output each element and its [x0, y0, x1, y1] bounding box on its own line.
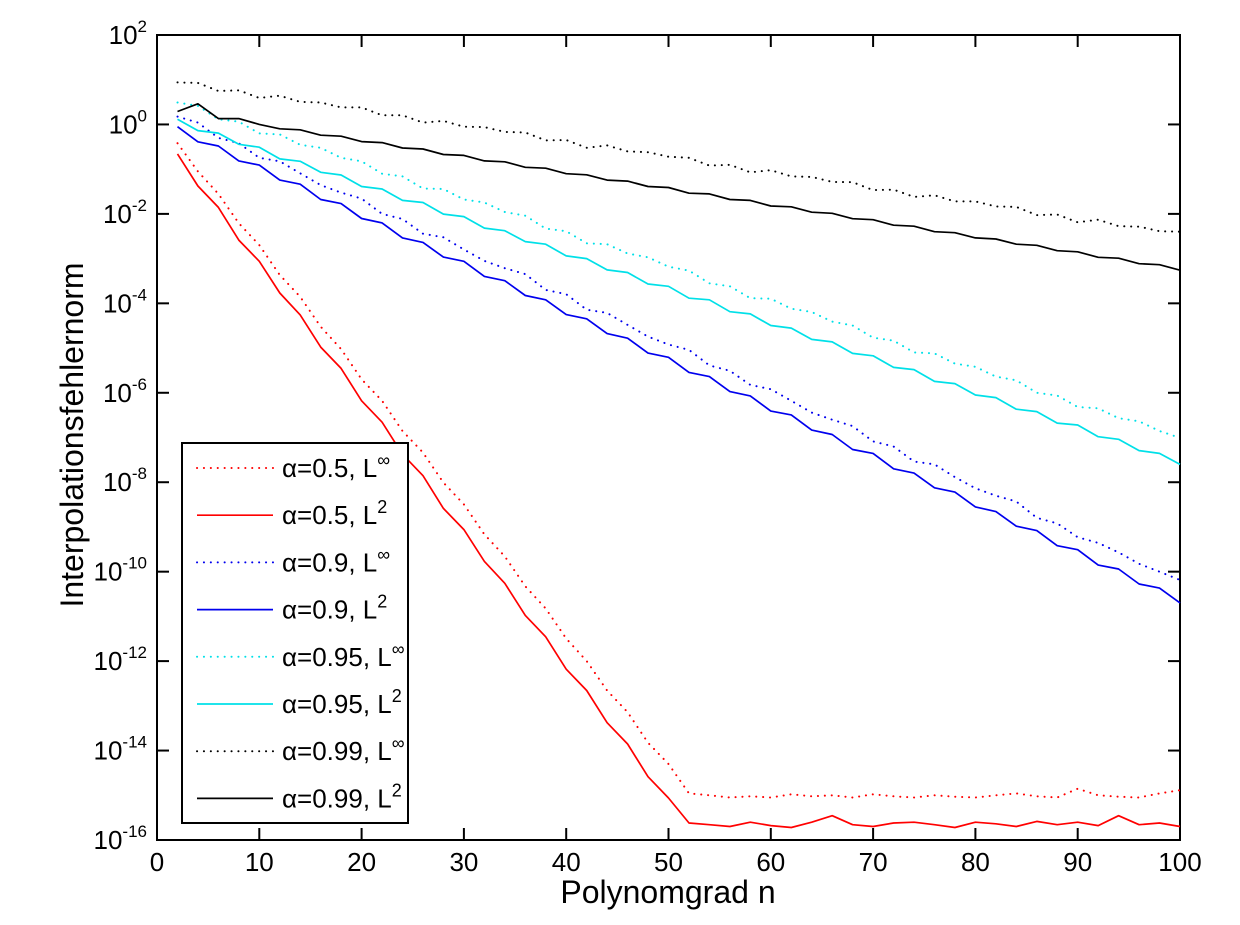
legend-item-alpha-095-linf: α=0.95, L∞: [196, 639, 405, 672]
y-tick-label: 10-16: [94, 822, 148, 855]
legend-label-alpha-09-linf: α=0.9, L∞: [282, 544, 390, 577]
series-line-alpha-09-linf: [176, 115, 1181, 581]
y-tick-label: 10-8: [103, 464, 147, 497]
legend-label-alpha-09-l2: α=0.9, L2: [282, 592, 387, 625]
x-tick-label: 100: [1158, 847, 1201, 877]
legend-item-alpha-09-l2: α=0.9, L2: [197, 592, 387, 625]
legend-label-alpha-05-l2: α=0.5, L2: [282, 497, 387, 530]
legend-item-alpha-099-linf: α=0.99, L∞: [196, 733, 405, 766]
legend-label-alpha-099-l2: α=0.99, L2: [282, 780, 402, 813]
axes: 0 10 20 30 40 50 60 70 80 90 100 102 100 10-2 10-4 10-6…: [94, 17, 1202, 877]
y-tick-label: 100: [109, 106, 147, 139]
legend-label-alpha-05-linf: α=0.5, L∞: [282, 450, 390, 483]
x-axis-label: Polynomgrad n: [560, 874, 775, 910]
y-tick-label: 10-12: [94, 643, 148, 676]
x-tick-label: 0: [150, 847, 164, 877]
legend-item-alpha-095-l2: α=0.95, L2: [197, 686, 402, 719]
legend-item-alpha-05-l2: α=0.5, L2: [197, 497, 387, 530]
series-line-alpha-095-linf: [176, 101, 1181, 439]
legend-item-alpha-09-linf: α=0.9, L∞: [196, 544, 390, 577]
y-tick-label: 10-4: [103, 285, 147, 318]
legend-item-alpha-05-linf: α=0.5, L∞: [196, 450, 390, 483]
x-tick-label: 80: [961, 847, 990, 877]
data-series: [176, 81, 1181, 829]
series-line-alpha-05-linf: [176, 142, 1181, 799]
legend-label-alpha-095-l2: α=0.95, L2: [282, 686, 402, 719]
y-axis-label: Interpolationsfehlernorm: [54, 262, 90, 607]
y-tick-label: 10-2: [103, 196, 147, 229]
y-tick-label: 10-6: [103, 375, 147, 408]
x-tick-label: 60: [756, 847, 785, 877]
x-tick-label: 20: [347, 847, 376, 877]
series-line-alpha-095-l2: [177, 118, 1181, 466]
legend-label-alpha-099-linf: α=0.99, L∞: [282, 733, 405, 766]
x-tick-label: 50: [654, 847, 683, 877]
legend-box: [181, 442, 409, 824]
x-tick-label: 40: [552, 847, 581, 877]
x-tick-label: 30: [449, 847, 478, 877]
y-tick-label: 10-14: [94, 733, 148, 766]
legend: α=0.5, L∞ α=0.5, L2 α=0.9, L∞ α=0.9, L2 α=0.…: [181, 442, 409, 824]
y-tick-label: 102: [109, 17, 147, 50]
series-line-alpha-099-linf: [176, 81, 1181, 233]
y-tick-label: 10-10: [94, 554, 148, 587]
legend-item-alpha-099-l2: α=0.99, L2: [197, 780, 402, 813]
series-line-alpha-099-l2: [177, 102, 1181, 272]
x-tick-label: 90: [1063, 847, 1092, 877]
series-line-alpha-09-l2: [176, 126, 1181, 604]
x-tick-label: 70: [859, 847, 888, 877]
x-tick-label: 10: [245, 847, 274, 877]
legend-label-alpha-095-linf: α=0.95, L∞: [282, 639, 405, 672]
series-line-alpha-05-l2: [176, 153, 1181, 829]
